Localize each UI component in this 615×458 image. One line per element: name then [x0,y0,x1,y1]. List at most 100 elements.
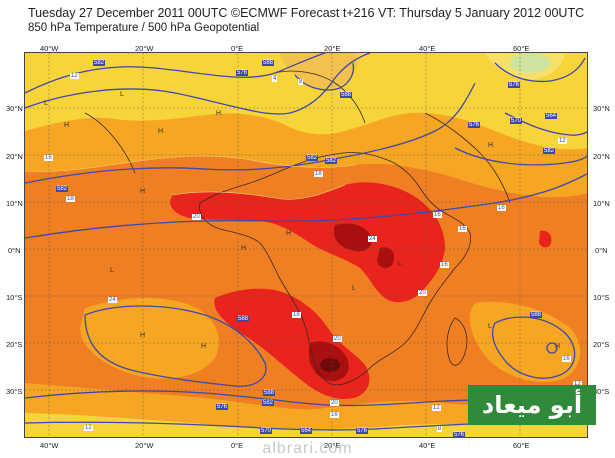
contour-label: 576 [453,432,466,438]
temp-band-20-24-sahel [170,182,445,303]
isotherm-label: 12 [558,138,567,144]
isotherm-label: 16 [330,412,339,418]
lat-label-left: 0°N [8,246,21,255]
pressure-label: H [555,343,561,350]
isotherm-label: 4 [272,76,278,82]
isotherm-label: 8 [437,426,443,432]
lon-label-top: 20°W [135,44,154,53]
pressure-label: H [216,110,222,117]
isotherm-label: 12 [70,73,79,79]
coastlines [84,70,511,386]
isotherm-lines [25,155,356,200]
lon-label-bottom: 20°E [324,441,341,450]
isotherm-label: 18 [314,171,323,177]
lon-label-top: 60°E [513,44,530,53]
pressure-label: L [352,285,356,292]
isotherm-label: 16 [562,356,571,362]
lon-label-bottom: 40°E [419,441,436,450]
contour-label: 564 [545,113,558,119]
lat-label-left: 20°N [6,152,23,161]
lon-label-top: 20°E [324,44,341,53]
contour-label: 582 [56,186,69,192]
lat-label-left: 30°S [6,387,23,396]
isotherm-label: 24 [108,297,117,303]
pressure-label: L [44,100,48,107]
pressure-label: L [110,267,114,274]
contour-label: 588 [263,390,276,396]
isotherm-label: 12 [432,405,441,411]
contour-label: 570 [260,428,273,434]
isotherm-label: 20 [192,214,201,220]
contour-label: 588 [237,316,250,322]
contour-label: 570 [510,118,523,124]
lat-label-right: 30°N [593,104,610,113]
contour-label: 588 [340,92,353,98]
isotherm-label: 20 [330,400,339,406]
chart-subtitle: 850 hPa Temperature / 500 hPa Geopotenti… [28,22,260,34]
contour-label: 576 [356,428,369,434]
isotherm-label: 20 [333,336,342,342]
chart-title: Tuesday 27 December 2011 00UTC ©ECMWF Fo… [28,6,585,20]
brand-logo: أبو ميعاد [468,385,596,425]
isotherm-label: 18 [292,312,301,318]
isotherm-label: 12 [573,381,582,387]
lat-label-right: 10°S [593,293,610,302]
isotherm-label: 18 [66,196,75,202]
isotherm-label: 16 [433,212,442,218]
pressure-label: H [488,142,494,149]
pressure-label: H [158,128,164,135]
pressure-label: L [488,323,492,330]
lon-label-top: 40°W [40,44,59,53]
isotherm-label: 24 [368,236,377,242]
pressure-label: L [398,260,402,267]
contour-label: 576 [508,82,521,88]
lat-label-right: 20°N [593,152,610,161]
contour-label: 582 [543,148,556,154]
isotherm-label: 20 [418,290,427,296]
temp-band-20-24-indian [539,230,552,248]
lat-label-right: 20°S [593,340,610,349]
pressure-label: H [64,122,70,129]
temp-band-lt4 [280,53,357,89]
lon-label-bottom: 0°E [231,441,244,450]
graticule [25,53,587,437]
site-watermark: albrari.com [262,440,353,457]
isotherm-label: 16 [497,205,506,211]
contour-label: 576 [468,122,481,128]
lon-label-top: 0°E [231,44,244,53]
pressure-label: H [241,245,247,252]
lon-label-bottom: 40°W [40,441,59,450]
pressure-label: H [201,343,207,350]
lat-label-left: 30°N [6,104,23,113]
contour-label: 582 [93,60,106,66]
pressure-label: H [286,230,292,237]
contour-label: 582 [306,155,319,161]
lat-label-right: 30°S [593,387,610,396]
lat-label-left: 10°N [6,199,23,208]
temp-band-gt24-central [333,223,372,252]
isotherm-label: 16 [458,226,467,232]
lon-label-bottom: 60°E [513,441,530,450]
weather-map [24,52,588,438]
lat-label-right: 10°N [593,199,610,208]
lat-label-left: 10°S [6,293,23,302]
isotherm-label: 12 [84,425,93,431]
temp-band-12-16-south-atlantic [80,297,219,379]
contour-label: 582 [262,400,275,406]
contour-label: 564 [300,428,313,434]
pressure-label: H [140,188,146,195]
temp-band-4-12-north [25,53,587,150]
pressure-label: L [120,91,124,98]
pressure-label: H [140,332,146,339]
contour-label: 576 [236,70,249,76]
isotherm-label: 16 [44,155,53,161]
contour-label: 588 [262,60,275,66]
isotherm-label: 16 [440,262,449,268]
temp-band-4-12-south [25,413,587,437]
cold-core-ne [510,53,550,73]
lon-label-top: 40°E [419,44,436,53]
lat-label-left: 20°S [6,340,23,349]
contour-label: 588 [530,312,543,318]
lat-label-right: 0°N [595,246,608,255]
lon-label-bottom: 20°W [135,441,154,450]
